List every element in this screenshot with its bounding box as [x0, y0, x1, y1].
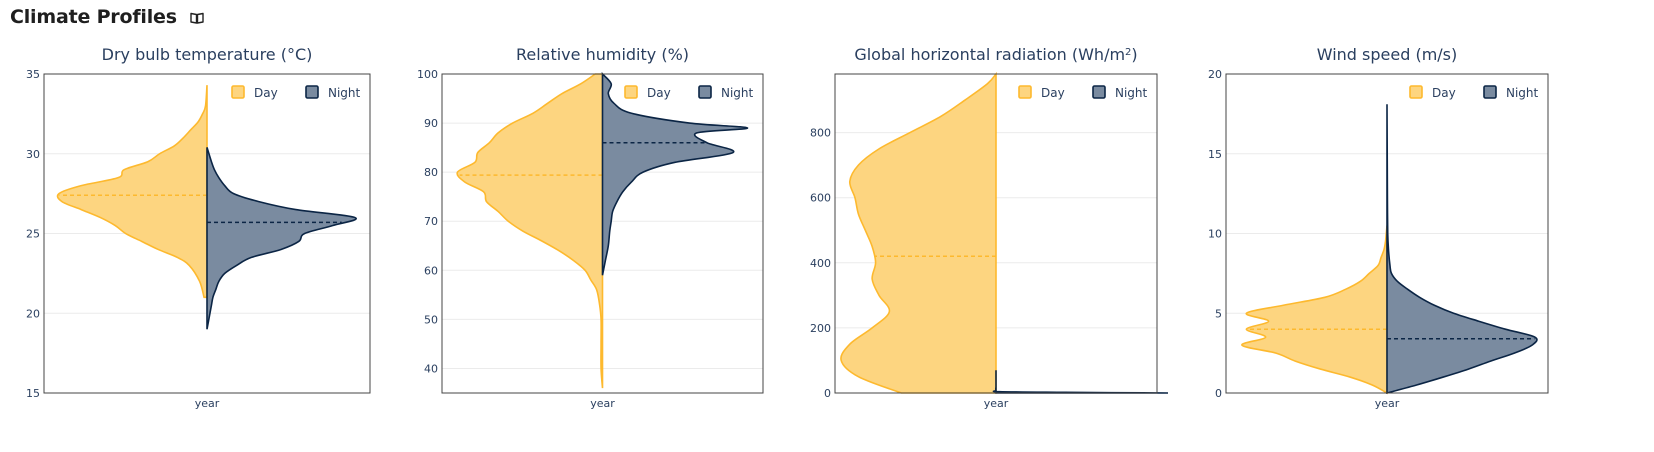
legend-label-night[interactable]: Night — [721, 86, 754, 100]
plot-frame — [441, 73, 764, 394]
legend-label-night[interactable]: Night — [328, 86, 361, 100]
y-tick-label: 100 — [417, 68, 438, 81]
y-tick-label: 400 — [810, 257, 831, 270]
y-tick-label: 600 — [810, 192, 831, 205]
legend-label-day[interactable]: Day — [1041, 86, 1065, 100]
legend-background — [1402, 78, 1544, 100]
y-tick-label: 40 — [424, 362, 438, 375]
chart-1: Dry bulb temperature (°C) 15 20 25 30 35 year D… — [26, 45, 371, 410]
violin-day — [56, 85, 208, 299]
y-tick-label: 30 — [26, 148, 40, 161]
y-tick-label: 0 — [1215, 387, 1222, 400]
chart-title: Dry bulb temperature (°C) — [102, 45, 313, 64]
violin-night — [992, 370, 1169, 394]
y-tick-label: 15 — [1208, 148, 1222, 161]
chart-2: Relative humidity (%) 40 50 60 70 80 90 100 year… — [417, 45, 764, 410]
violin-night — [1386, 104, 1538, 395]
book-icon[interactable] — [189, 10, 205, 24]
legend-swatch-day[interactable] — [624, 85, 638, 99]
y-tick-label: 800 — [810, 127, 831, 140]
y-tick-label: 20 — [26, 307, 40, 320]
legend-swatch-day[interactable] — [1409, 85, 1423, 99]
plot-frame — [1225, 73, 1549, 394]
x-axis-label: year — [1375, 397, 1400, 410]
violin-day — [1241, 225, 1388, 395]
y-tick-label: 20 — [1208, 68, 1222, 81]
y-tick-label: 70 — [424, 215, 438, 228]
legend-swatch-night[interactable] — [1483, 85, 1497, 99]
y-tick-label: 10 — [1208, 228, 1222, 241]
violin-day — [840, 71, 997, 394]
legend-background — [617, 78, 759, 100]
plot-frame — [834, 73, 1158, 394]
legend-label-day[interactable]: Day — [254, 86, 278, 100]
y-tick-label: 90 — [424, 117, 438, 130]
chart-title: Global horizontal radiation (Wh/m2) — [854, 45, 1137, 64]
violin-night — [206, 147, 357, 330]
chart-4: Wind speed (m/s) 0 5 10 15 20 year Day Night — [1208, 45, 1549, 410]
page-header: Climate Profiles — [10, 4, 205, 30]
y-tick-label: 35 — [26, 68, 40, 81]
legend-swatch-night[interactable] — [698, 85, 712, 99]
y-tick-label: 25 — [26, 228, 40, 241]
chart-3: Global horizontal radiation (Wh/m2) 0 200 4… — [810, 45, 1169, 410]
x-axis-label: year — [195, 397, 220, 410]
y-tick-label: 0 — [824, 387, 831, 400]
chart-title: Relative humidity (%) — [516, 45, 689, 64]
legend-swatch-day[interactable] — [1018, 85, 1032, 99]
legend-label-day[interactable]: Day — [1432, 86, 1456, 100]
legend-label-night[interactable]: Night — [1115, 86, 1148, 100]
x-axis-label: year — [984, 397, 1009, 410]
plot-frame — [43, 73, 371, 394]
y-tick-label: 5 — [1215, 307, 1222, 320]
violin-day — [456, 73, 604, 389]
y-tick-label: 60 — [424, 264, 438, 277]
legend-swatch-night[interactable] — [305, 85, 319, 99]
legend-swatch-day[interactable] — [231, 85, 245, 99]
chart-title-superscript: 2 — [1125, 47, 1131, 58]
legend-background — [224, 78, 366, 100]
x-axis-label: year — [590, 397, 615, 410]
y-tick-label: 50 — [424, 313, 438, 326]
chart-title: Wind speed (m/s) — [1317, 45, 1458, 64]
chart-title-suffix: ) — [1131, 45, 1137, 64]
y-tick-label: 200 — [810, 322, 831, 335]
legend-swatch-night[interactable] — [1092, 85, 1106, 99]
y-tick-label: 15 — [26, 387, 40, 400]
page-title: Climate Profiles — [10, 6, 177, 28]
y-tick-label: 80 — [424, 166, 438, 179]
violin-night — [601, 71, 749, 276]
legend-label-day[interactable]: Day — [647, 86, 671, 100]
legend-label-night[interactable]: Night — [1506, 86, 1539, 100]
legend-background — [1011, 78, 1153, 100]
